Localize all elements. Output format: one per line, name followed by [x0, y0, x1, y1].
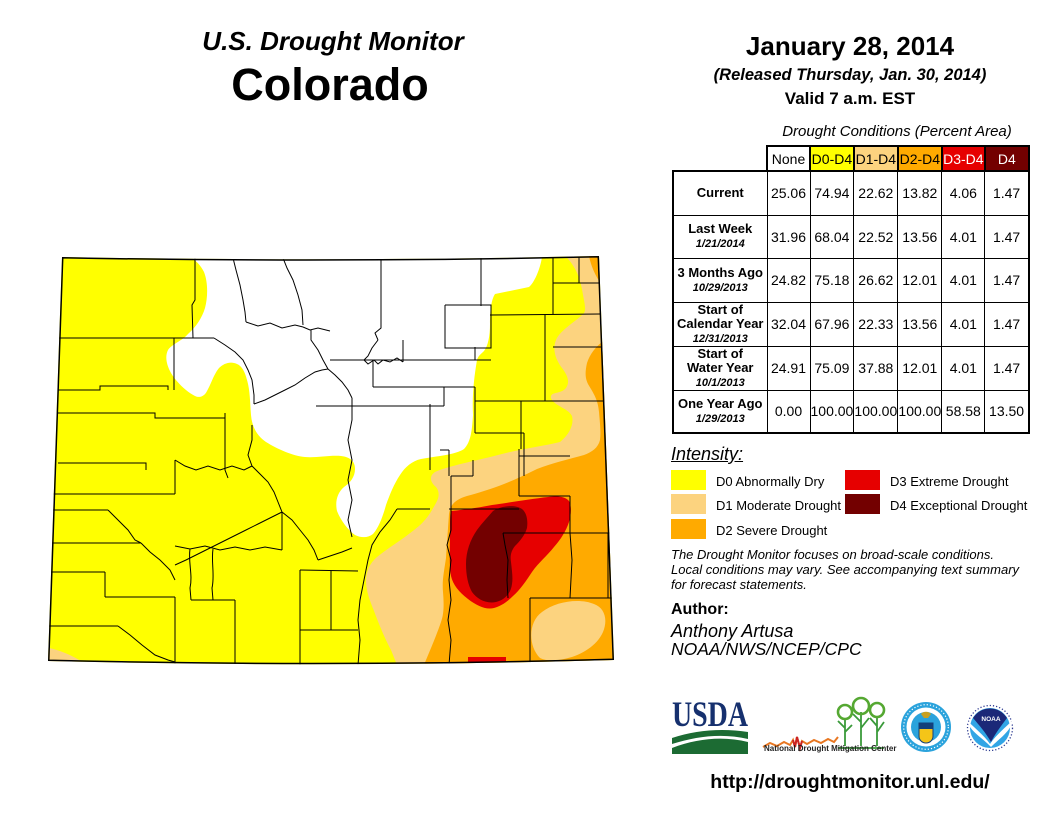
- svg-text:National Drought Mitigation Ce: National Drought Mitigation Center: [764, 744, 896, 753]
- svg-text:NOAA: NOAA: [981, 716, 1000, 723]
- svg-text:USDA: USDA: [672, 694, 748, 734]
